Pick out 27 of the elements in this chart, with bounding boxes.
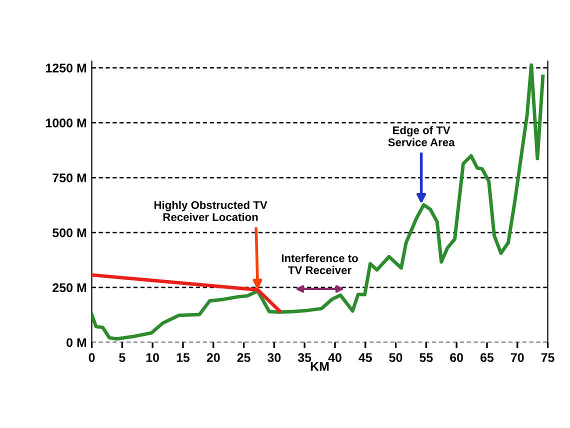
x-tick-label: 10	[146, 353, 160, 362]
x-tick-label: 70	[510, 353, 524, 362]
x-tick-label: 50	[389, 353, 402, 362]
x-tick-label: 40	[328, 353, 342, 362]
x-tick-label: 45	[358, 353, 372, 362]
x-tick-label: 35	[298, 353, 312, 362]
x-tick-label: 30	[268, 353, 281, 362]
x-tick-label: 15	[176, 353, 190, 362]
line-series	[92, 63, 545, 341]
annotation: Edge of TV Service Area	[388, 126, 455, 146]
x-tick-label: 75	[541, 353, 554, 362]
x-tick-label: 0	[88, 353, 95, 362]
y-tick-label: 1250 M	[46, 64, 86, 72]
y-tick-label: 250 M	[52, 283, 86, 292]
x-tick-label: 55	[420, 353, 433, 362]
x-tick-label: 20	[206, 353, 220, 362]
x-tick-label: 65	[480, 353, 494, 362]
y-tick-label: 750 M	[52, 173, 86, 182]
y-tick-label: 500 M	[52, 228, 86, 238]
y-tick-label: 0 M	[66, 338, 86, 348]
annotation: Highly Obstructed TV Receiver Location	[154, 200, 268, 222]
y-tick-label: 1000 M	[46, 118, 86, 128]
x-tick-label: 25	[237, 353, 250, 362]
annotation: Interference to TV Receiver	[282, 254, 358, 274]
x-axis-title: KM	[310, 362, 329, 371]
x-tick-label: 60	[450, 353, 464, 362]
x-tick-label: 5	[119, 353, 126, 362]
